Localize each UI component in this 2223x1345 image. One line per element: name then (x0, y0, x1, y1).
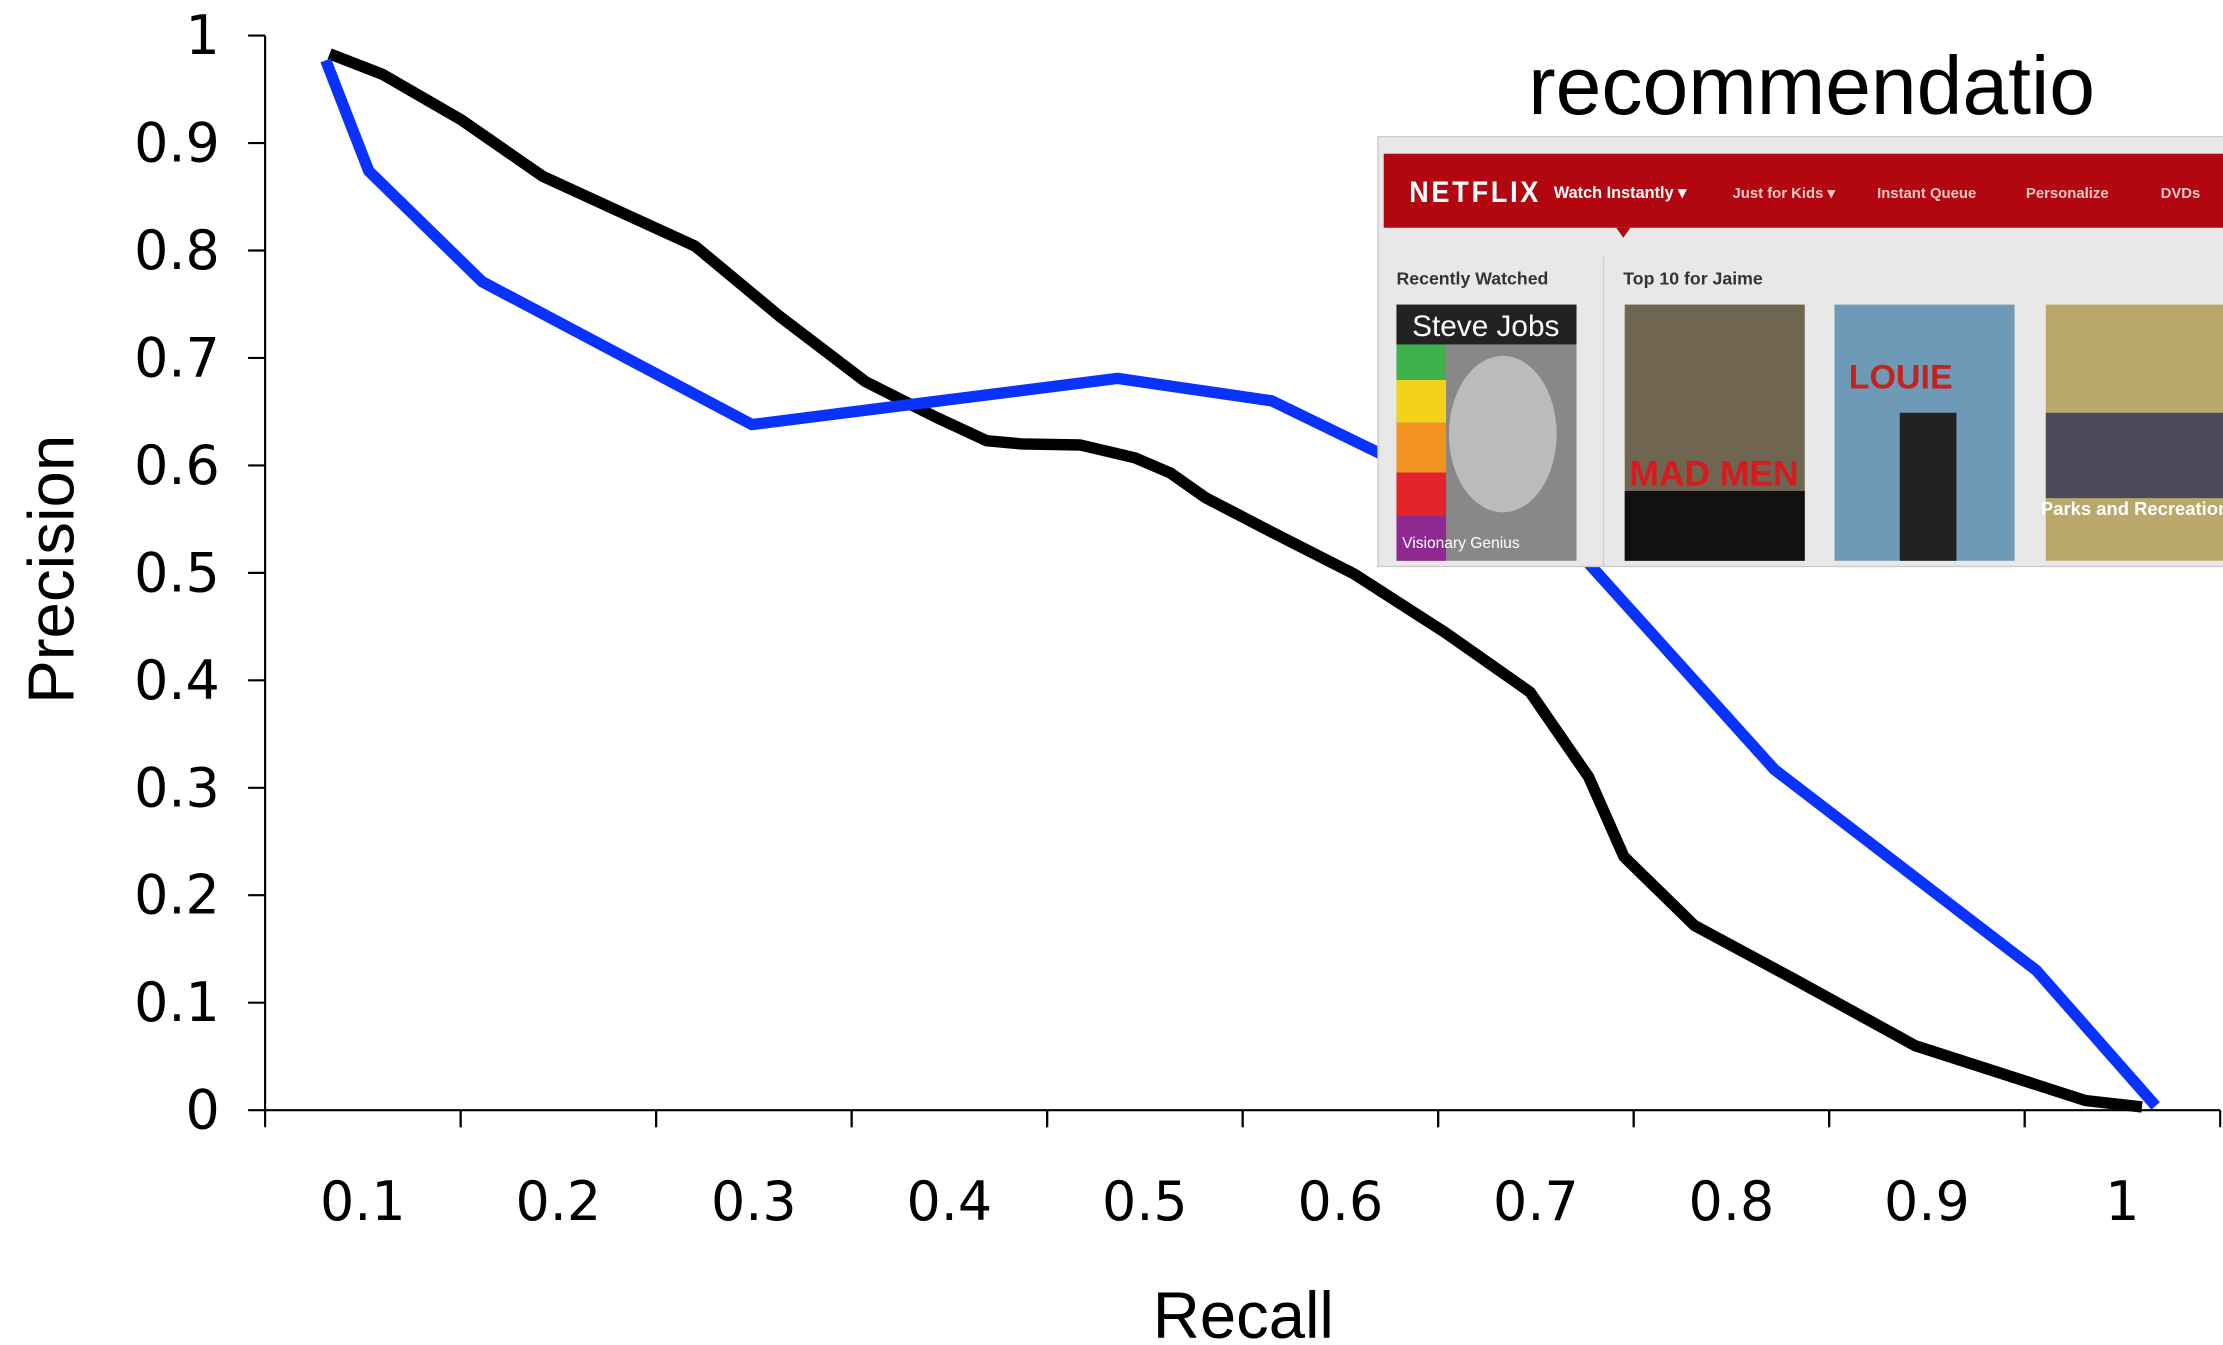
face (1448, 355, 1557, 513)
y-tick-label: 1 (185, 4, 219, 67)
x-tick-label: 0.6 (1298, 1170, 1384, 1233)
x-tick-label: 0.7 (1493, 1170, 1579, 1233)
netflix-screenshot: NETFLIX Watch Instantly ▾ Just for Kids … (1377, 135, 2223, 568)
y-axis-title: Precision (15, 435, 88, 704)
plot-area (320, 48, 2160, 1113)
y-tick-label: 0 (185, 1079, 219, 1142)
nav-item: Just for Kids ▾ (1732, 186, 1835, 202)
nav-item: Watch Instantly ▾ (1554, 184, 1687, 202)
x-tick-label: 0.5 (1102, 1170, 1188, 1233)
nav-pointer (1616, 227, 1631, 238)
y-tick-label: 0.7 (134, 326, 220, 389)
x-tick-label: 0.9 (1884, 1170, 1970, 1233)
series-line (320, 58, 2160, 1110)
poster-title: MAD MEN (1629, 453, 1798, 493)
poster: Steve Jobs Visionary Genius (1396, 304, 1577, 561)
y-tick-label: 0.6 (134, 434, 220, 497)
poster-title: Steve Jobs (1412, 310, 1559, 343)
section-title: Recently Watched (1396, 269, 1548, 289)
poster-title: LOUIE (1849, 358, 1953, 396)
x-axis-title: Recall (1153, 1279, 1334, 1345)
stripe (1396, 344, 1447, 381)
x-tick-label: 0.2 (516, 1170, 602, 1233)
annotation: recommendatio (1528, 40, 2095, 132)
stripe (1396, 422, 1447, 473)
y-tick-label: 0.3 (134, 756, 220, 819)
cast (2045, 412, 2223, 499)
nav-bar (1383, 153, 2223, 228)
x-tick-label: 0.4 (907, 1170, 993, 1233)
nav-item: Personalize (2026, 186, 2109, 202)
x-tick-label: 0.8 (1689, 1170, 1775, 1233)
stripe (1396, 515, 1447, 561)
poster: Parks and Recreation (2041, 304, 2223, 561)
nav-item: DVDs (2161, 186, 2201, 202)
poster-caption: Visionary Genius (1402, 535, 1520, 552)
y-tick-label: 0.2 (134, 864, 220, 927)
y-tick-label: 0.1 (134, 971, 220, 1034)
series-line (327, 48, 2143, 1113)
poster: MAD MEN (1624, 304, 1805, 561)
poster-top (1396, 304, 1577, 345)
poster-bottom (1624, 491, 1805, 561)
x-tick-label: 0.3 (711, 1170, 797, 1233)
poster-title: Parks and Recreation (2041, 498, 2223, 519)
y-tick-label: 0.9 (134, 111, 220, 174)
section-title: Top 10 for Jaime (1623, 269, 1763, 289)
x-tick-label: 1 (2105, 1170, 2139, 1233)
y-tick-label: 0.5 (134, 541, 220, 604)
x-tick-label: 0.1 (320, 1170, 406, 1233)
logo: NETFLIX (1409, 176, 1541, 210)
y-tick-label: 0.8 (134, 219, 220, 282)
stripe (1396, 380, 1447, 423)
y-tick-label: 0.4 (134, 649, 220, 712)
nav-item: Instant Queue (1877, 186, 1976, 202)
poster: LOUIE (1834, 304, 2015, 561)
figure (1899, 412, 1957, 561)
stripe (1396, 472, 1447, 516)
